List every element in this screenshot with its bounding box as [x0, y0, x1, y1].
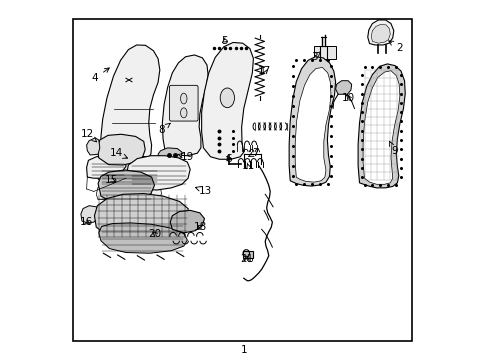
Polygon shape — [86, 138, 100, 155]
Bar — [73, 19, 411, 341]
Text: 10: 10 — [342, 93, 355, 103]
Polygon shape — [357, 64, 405, 188]
Bar — [242, 251, 252, 258]
Polygon shape — [126, 156, 190, 190]
Polygon shape — [99, 223, 187, 253]
Text: 8: 8 — [158, 123, 170, 135]
Polygon shape — [101, 45, 160, 163]
Text: 15: 15 — [105, 175, 118, 185]
Polygon shape — [288, 57, 335, 186]
Ellipse shape — [180, 93, 186, 104]
Text: 16: 16 — [80, 217, 93, 227]
Text: 21: 21 — [240, 254, 253, 264]
Text: 13: 13 — [195, 186, 212, 196]
Text: 17: 17 — [257, 66, 270, 76]
Polygon shape — [81, 206, 100, 223]
Polygon shape — [95, 156, 160, 188]
Polygon shape — [151, 187, 162, 199]
Text: 18: 18 — [194, 222, 207, 232]
Text: 6: 6 — [224, 154, 231, 163]
Polygon shape — [94, 194, 189, 240]
Text: 7: 7 — [248, 148, 258, 158]
Polygon shape — [98, 170, 154, 202]
Polygon shape — [162, 55, 207, 156]
Polygon shape — [367, 20, 393, 45]
Text: 1: 1 — [241, 345, 247, 355]
Text: 2: 2 — [388, 41, 403, 53]
Text: 9: 9 — [388, 141, 397, 157]
Text: 12: 12 — [81, 129, 97, 142]
Polygon shape — [370, 24, 389, 43]
FancyBboxPatch shape — [169, 85, 198, 121]
Polygon shape — [363, 71, 399, 184]
Polygon shape — [170, 210, 204, 233]
Text: 14: 14 — [110, 148, 127, 158]
Ellipse shape — [220, 88, 234, 108]
Text: 3: 3 — [310, 52, 320, 62]
Text: 4: 4 — [92, 68, 109, 83]
Polygon shape — [158, 148, 182, 163]
Text: 5: 5 — [221, 36, 228, 46]
Polygon shape — [335, 81, 351, 94]
Polygon shape — [96, 187, 107, 200]
Polygon shape — [86, 155, 125, 178]
Text: 19: 19 — [178, 152, 194, 162]
Text: 20: 20 — [147, 229, 161, 239]
Text: 11: 11 — [241, 161, 254, 171]
Polygon shape — [295, 67, 330, 182]
Polygon shape — [201, 42, 253, 159]
Ellipse shape — [180, 108, 186, 118]
Bar — [313, 46, 335, 59]
Polygon shape — [97, 134, 145, 165]
